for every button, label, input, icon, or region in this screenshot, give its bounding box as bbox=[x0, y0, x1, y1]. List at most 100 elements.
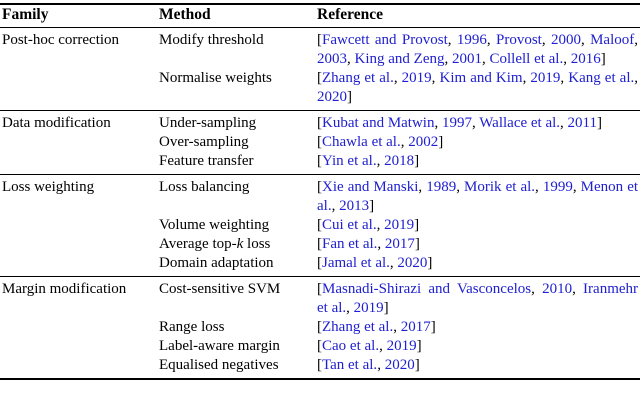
family-group: Post-hoc correction Modify threshold [Fawc… bbox=[0, 27, 640, 111]
citation-separator: , bbox=[580, 32, 591, 48]
citation-link[interactable]: 2019 bbox=[530, 70, 561, 86]
citation-separator: , bbox=[481, 51, 490, 67]
citation-link[interactable]: Masnadi-Shirazi and Vasconcelos bbox=[322, 281, 532, 297]
citation-link[interactable]: 1989 bbox=[426, 179, 457, 195]
family-group: Margin modification Cost-sensitive SVM [Ma… bbox=[0, 276, 640, 380]
reference-cell: [Jamal et al., 2020] bbox=[317, 254, 640, 277]
family-cell bbox=[0, 235, 159, 254]
column-header-family: Family bbox=[0, 4, 159, 28]
citation-link[interactable]: Cao et al. bbox=[322, 338, 380, 354]
citation-link[interactable]: Chawla et al. bbox=[322, 134, 401, 150]
citation-separator: , bbox=[376, 153, 385, 169]
citation-bracket-open: [ bbox=[317, 153, 322, 169]
citation-bracket-open: [ bbox=[317, 217, 322, 233]
citation-separator: , bbox=[563, 51, 571, 67]
citation-link[interactable]: 2001 bbox=[451, 51, 482, 67]
citation-link[interactable]: 2019 bbox=[384, 217, 415, 233]
citation-separator: , bbox=[347, 51, 355, 67]
citation-link[interactable]: Xie and Manski bbox=[322, 179, 419, 195]
citation-bracket-close: ] bbox=[430, 319, 436, 335]
citation-link[interactable]: King and Zeng bbox=[354, 51, 445, 67]
citation-link[interactable]: 2020 bbox=[317, 89, 347, 105]
method-cell: Cost-sensitive SVM bbox=[159, 281, 281, 297]
citation-bracket-close: ] bbox=[414, 217, 420, 233]
citation-link[interactable]: 2018 bbox=[384, 153, 415, 169]
citation-separator: , bbox=[377, 236, 385, 252]
citation-separator: , bbox=[541, 32, 551, 48]
citation-link[interactable]: Zhang et al. bbox=[322, 319, 394, 335]
citation-separator: , bbox=[377, 357, 385, 373]
table-row: Over-sampling [Chawla et al., 2002] bbox=[0, 133, 640, 152]
citation-link[interactable]: Maloof bbox=[590, 32, 635, 48]
citation-link[interactable]: 2010 bbox=[542, 281, 573, 297]
citation-link[interactable]: 2019 bbox=[386, 338, 417, 354]
citation-link[interactable]: Morik et al. bbox=[464, 179, 536, 195]
citation-bracket-open: [ bbox=[317, 115, 322, 131]
citation-separator: , bbox=[376, 217, 385, 233]
citation-link[interactable]: 2000 bbox=[550, 32, 581, 48]
citation-bracket-close: ] bbox=[438, 134, 444, 150]
citation-separator: , bbox=[389, 255, 398, 271]
citation-link[interactable]: 2002 bbox=[408, 134, 439, 150]
citation-link[interactable]: Fawcett and Provost bbox=[322, 32, 448, 48]
citation-link[interactable]: Jamal et al. bbox=[322, 255, 390, 271]
family-cell: Loss weighting bbox=[2, 179, 95, 195]
table-row: Margin modification Cost-sensitive SVM [Ma… bbox=[0, 277, 640, 319]
citation-separator: , bbox=[535, 179, 543, 195]
family-cell bbox=[0, 216, 159, 235]
citation-link[interactable]: Wallace et al. bbox=[479, 115, 561, 131]
method-cell: Loss balancing bbox=[159, 179, 250, 195]
method-cell: Over-sampling bbox=[159, 134, 249, 150]
citation-separator: , bbox=[400, 134, 409, 150]
citation-bracket-open: [ bbox=[317, 338, 322, 354]
citation-link[interactable]: 2003 bbox=[317, 51, 347, 67]
citation-link[interactable]: Tan et al. bbox=[322, 357, 378, 373]
citation-separator: , bbox=[444, 51, 452, 67]
citation-link[interactable]: 2020 bbox=[397, 255, 428, 271]
citation-link[interactable]: Provost bbox=[495, 32, 542, 48]
table-row: Data modification Under-sampling [Kubat an… bbox=[0, 111, 640, 134]
citation-link[interactable]: Cui et al. bbox=[322, 217, 377, 233]
method-cell: Feature transfer bbox=[159, 153, 254, 169]
citation-separator: , bbox=[560, 115, 568, 131]
method-cell: Range loss bbox=[159, 319, 225, 335]
citation-link[interactable]: 2017 bbox=[400, 319, 431, 335]
citation-bracket-close: ] bbox=[414, 153, 420, 169]
citation-link[interactable]: 2020 bbox=[384, 357, 415, 373]
method-cell: Modify threshold bbox=[159, 32, 264, 48]
citation-link[interactable]: Kubat and Matwin bbox=[322, 115, 435, 131]
citation-link[interactable]: 2011 bbox=[567, 115, 597, 131]
citation-separator: , bbox=[434, 115, 442, 131]
citation-link[interactable]: Collell et al. bbox=[489, 51, 564, 67]
citation-bracket-open: [ bbox=[317, 357, 322, 373]
citation-link[interactable]: 2016 bbox=[570, 51, 601, 67]
citation-link[interactable]: Yin et al. bbox=[322, 153, 377, 169]
citation-link[interactable]: Kang et al. bbox=[568, 70, 635, 86]
citation-bracket-close: ] bbox=[369, 198, 375, 214]
citation-link[interactable]: 2017 bbox=[384, 236, 415, 252]
methods-table: Family Method Reference Post-hoc correct… bbox=[0, 3, 640, 380]
citation-link[interactable]: 1999 bbox=[542, 179, 573, 195]
citation-link[interactable]: 2019 bbox=[401, 70, 432, 86]
citation-link[interactable]: Fan et al. bbox=[322, 236, 378, 252]
reference-cell: [Cao et al., 2019] bbox=[317, 337, 640, 356]
citation-link[interactable]: 1996 bbox=[456, 32, 487, 48]
citation-link[interactable]: Iranmehr et al. bbox=[317, 281, 639, 316]
citation-link[interactable]: Kim and Kim bbox=[439, 70, 523, 86]
citation-separator: , bbox=[531, 281, 543, 297]
citation-link[interactable]: Zhang et al. bbox=[322, 70, 394, 86]
citation-bracket-close: ] bbox=[347, 89, 352, 105]
citation-link[interactable]: 2013 bbox=[339, 198, 370, 214]
citation-separator: , bbox=[379, 338, 387, 354]
method-cell: Under-sampling bbox=[159, 115, 257, 131]
citation-bracket-close: ] bbox=[416, 338, 422, 354]
family-cell bbox=[0, 133, 159, 152]
citation-bracket-close: ] bbox=[414, 357, 420, 373]
citation-link[interactable]: 1997 bbox=[441, 115, 472, 131]
citation-separator: , bbox=[560, 70, 569, 86]
citation-bracket-close: ] bbox=[597, 115, 602, 131]
citation-link[interactable]: Menon et al. bbox=[317, 179, 639, 214]
table-row: Loss weighting Loss balancing [Xie and Man… bbox=[0, 175, 640, 217]
citation-separator: , bbox=[471, 115, 480, 131]
citation-link[interactable]: 2019 bbox=[353, 300, 384, 316]
